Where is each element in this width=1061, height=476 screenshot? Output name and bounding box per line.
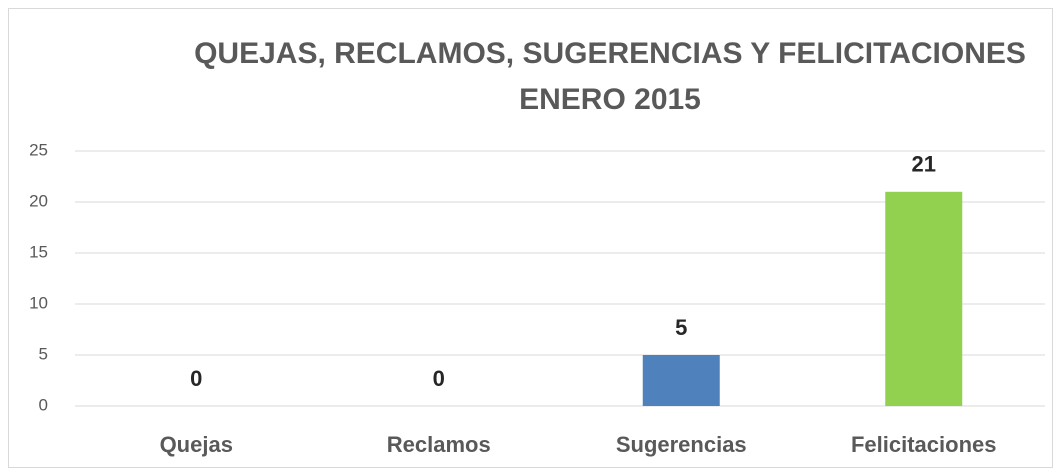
data-label: 0 <box>190 366 202 391</box>
y-tick-label: 15 <box>29 242 48 261</box>
y-tick-label: 10 <box>29 293 48 312</box>
chart-title: ENERO 2015 <box>519 83 701 116</box>
chart-title: QUEJAS, RECLAMOS, SUGERENCIAS Y FELICITA… <box>194 37 1026 70</box>
chart-border <box>8 8 1053 468</box>
data-label: 5 <box>675 315 687 340</box>
data-label: 0 <box>433 366 445 391</box>
y-tick-label: 0 <box>39 395 48 414</box>
bar <box>885 191 963 406</box>
bar <box>642 355 720 406</box>
y-tick-label: 25 <box>29 140 48 159</box>
x-tick-label: Reclamos <box>387 432 491 457</box>
x-tick-label: Quejas <box>160 432 233 457</box>
y-tick-label: 20 <box>29 191 48 210</box>
y-tick-label: 5 <box>39 344 48 363</box>
x-tick-label: Sugerencias <box>616 432 747 457</box>
data-label: 21 <box>912 152 936 177</box>
x-tick-label: Felicitaciones <box>851 432 997 457</box>
